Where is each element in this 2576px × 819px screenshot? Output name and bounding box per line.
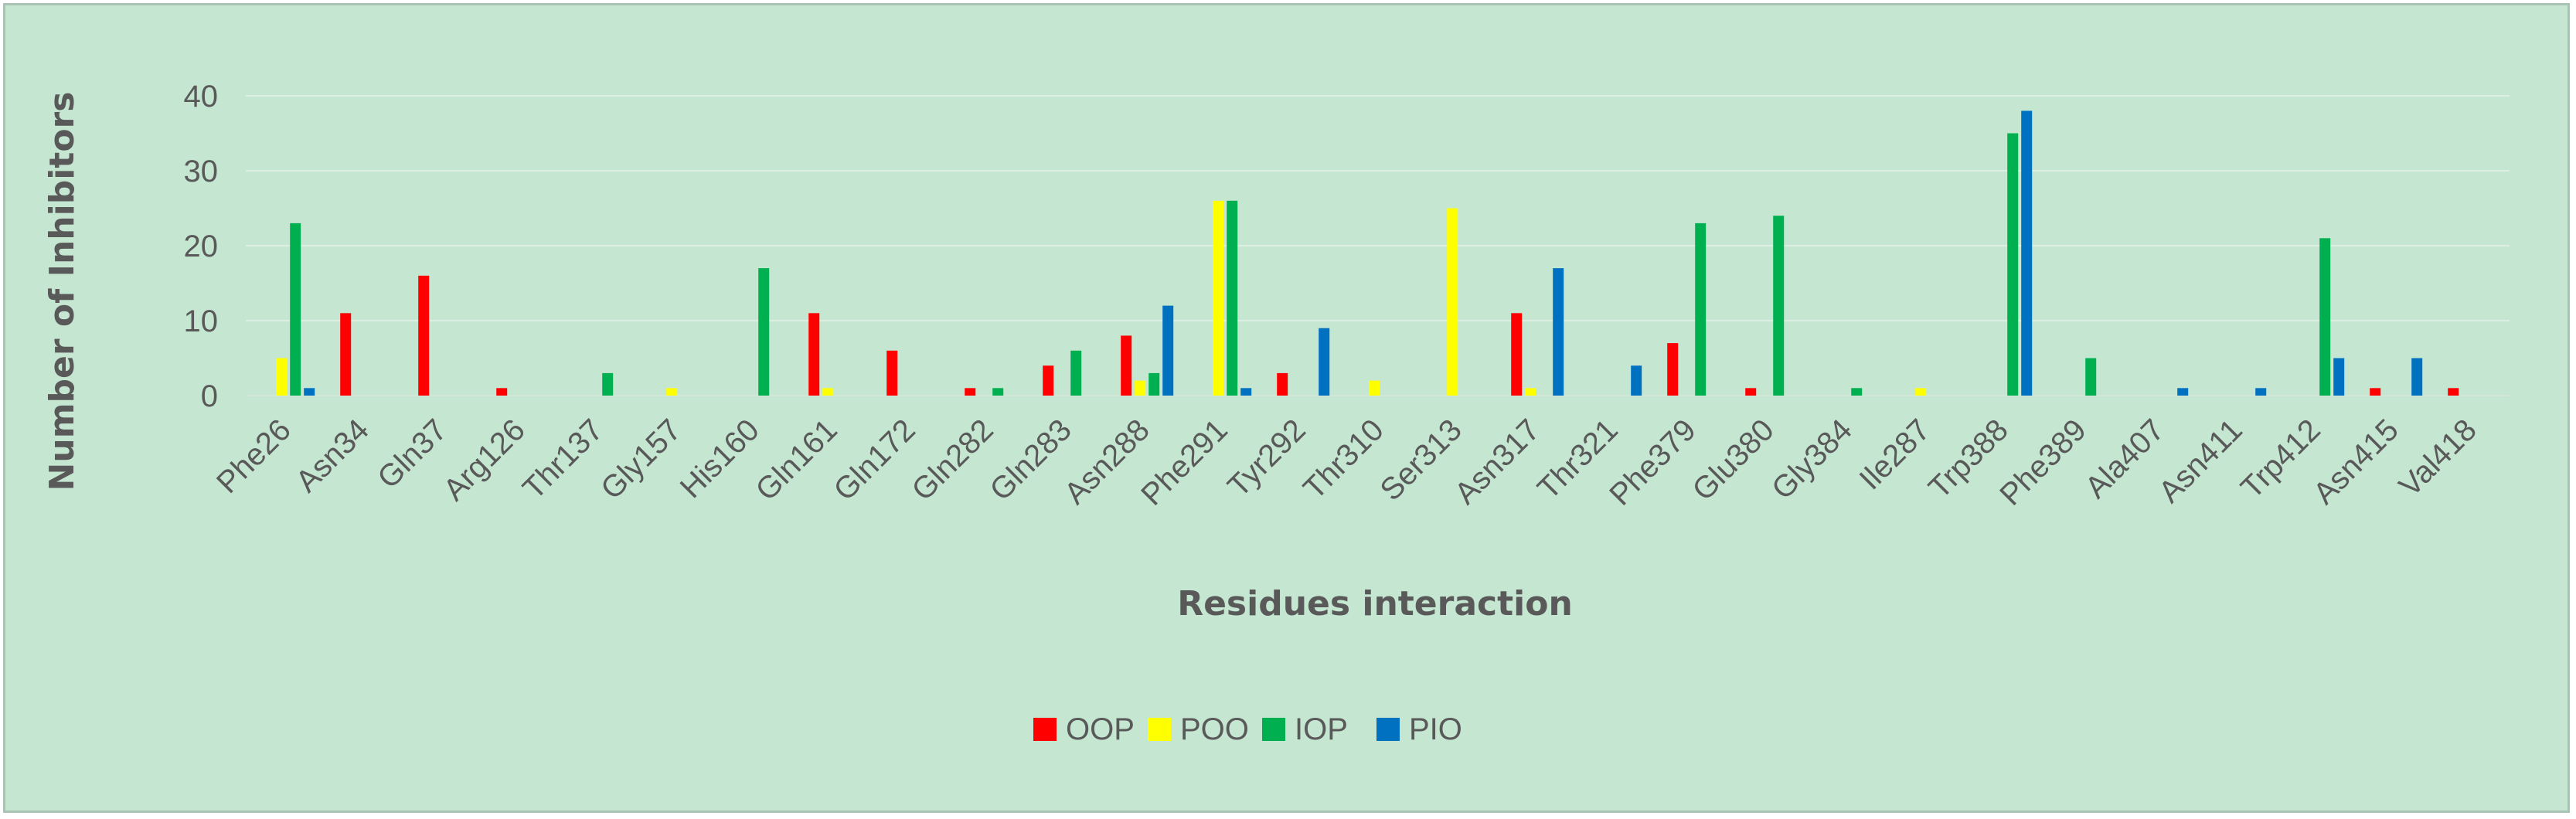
bar-chart: 0 10 20 30 40 Phe26Asn34Gln37Arg126Thr137Gly…	[43, 80, 2510, 746]
bar-IOP-Gly384	[1851, 388, 1863, 396]
x-tick-label: Val418	[2393, 413, 2483, 503]
legend: OOP POO IOP PIO	[1033, 712, 1462, 746]
x-tick-label: Asn34	[290, 413, 376, 498]
bar-IOP-Gln283	[1070, 350, 1082, 396]
x-tick-label: Phe26	[210, 413, 298, 500]
x-tick-label: Asn317	[1448, 413, 1547, 511]
x-tick-label: Gly157	[594, 413, 688, 506]
bar-PIO-Asn317	[1553, 268, 1564, 396]
bar-PIO-Tyr292	[1319, 328, 1330, 396]
x-tick-label: Arg126	[437, 413, 532, 507]
gridlines	[246, 95, 2510, 396]
bar-POO-Asn317	[1525, 388, 1536, 396]
bar-POO-Ser313	[1447, 208, 1458, 396]
x-tick-label: Gln282	[906, 413, 1000, 507]
bar-OOP-Phe379	[1667, 343, 1679, 396]
bar-PIO-Trp388	[2021, 110, 2033, 396]
bar-PIO-Asn411	[2255, 388, 2267, 396]
bar-OOP-Val418	[2448, 388, 2459, 396]
x-tick-label: Ala407	[2079, 413, 2171, 505]
x-tick-label: Gln172	[828, 413, 922, 507]
y-tick-labels: 0 10 20 30 40	[184, 80, 219, 413]
bar-OOP-Gln282	[965, 388, 976, 396]
bar-PIO-Thr321	[1631, 365, 1642, 396]
x-tick-labels: Phe26Asn34Gln37Arg126Thr137Gly157His160G…	[210, 413, 2483, 512]
x-tick-label: His160	[674, 413, 766, 505]
x-tick-label: Tyr292	[1221, 413, 1312, 504]
legend-swatch-POO	[1148, 718, 1171, 741]
bar-OOP-Gln283	[1043, 365, 1054, 396]
bar-IOP-Trp412	[2319, 238, 2331, 396]
bar-POO-Phe26	[276, 358, 288, 396]
x-tick-label: Phe389	[1993, 413, 2093, 512]
x-tick-label: Gln161	[750, 413, 844, 507]
x-tick-label: Glu380	[1686, 413, 1781, 507]
bar-IOP-Phe291	[1227, 200, 1238, 396]
x-tick-label: Asn415	[2307, 413, 2405, 511]
bar-POO-Ile287	[1915, 388, 1927, 396]
y-tick-label: 10	[184, 304, 219, 338]
x-tick-label: Thr310	[1297, 413, 1390, 506]
bar-OOP-Asn415	[2370, 388, 2381, 396]
bars	[276, 110, 2459, 396]
x-tick-label: Thr137	[516, 413, 610, 506]
bar-IOP-Phe26	[290, 223, 301, 396]
y-tick-label: 20	[184, 229, 219, 263]
bar-OOP-Asn317	[1511, 313, 1523, 396]
bar-POO-Phe291	[1213, 200, 1224, 396]
legend-swatch-OOP	[1033, 718, 1057, 741]
y-axis-title: Number of Inhibitors	[43, 92, 82, 491]
bar-OOP-Gln161	[808, 313, 820, 396]
bar-OOP-Gln37	[418, 275, 430, 396]
bar-PIO-Ala407	[2177, 388, 2189, 396]
legend-label-IOP: IOP	[1295, 712, 1348, 746]
bar-IOP-Trp388	[2007, 133, 2019, 396]
bar-OOP-Arg126	[496, 388, 508, 396]
x-tick-label: Gly384	[1765, 413, 1859, 506]
bar-OOP-Gln172	[886, 350, 898, 396]
bar-POO-Asn288	[1135, 380, 1146, 396]
bar-POO-Thr310	[1369, 380, 1380, 396]
x-tick-label: Asn288	[1058, 413, 1156, 511]
bar-PIO-Phe26	[304, 388, 315, 396]
bar-IOP-Thr137	[602, 372, 614, 396]
bar-OOP-Glu380	[1745, 388, 1757, 396]
legend-label-OOP: OOP	[1066, 712, 1135, 746]
x-axis-title: Residues interaction	[1177, 584, 1573, 624]
bar-POO-Gln161	[822, 388, 834, 396]
x-tick-label: Phe379	[1603, 413, 1703, 512]
bar-IOP-Phe389	[2085, 358, 2097, 396]
bar-IOP-Glu380	[1773, 216, 1785, 396]
chart-frame: 0 10 20 30 40 Phe26 Asn34 Gln37 Arg126 Thr137 Gly…	[3, 3, 2570, 813]
bar-IOP-Gln282	[992, 388, 1004, 396]
bar-PIO-Asn288	[1162, 305, 1174, 396]
bar-IOP-His160	[758, 268, 770, 396]
legend-label-POO: POO	[1180, 712, 1249, 746]
legend-label-PIO: PIO	[1409, 712, 1462, 746]
bar-OOP-Asn34	[340, 313, 352, 396]
bar-PIO-Asn415	[2411, 358, 2423, 396]
bar-IOP-Asn288	[1148, 372, 1160, 396]
legend-swatch-PIO	[1376, 718, 1400, 741]
y-tick-label: 0	[201, 379, 218, 413]
x-tick-label: Phe291	[1135, 413, 1234, 512]
y-tick-label: 40	[184, 80, 219, 114]
bar-PIO-Phe291	[1240, 388, 1252, 396]
legend-swatch-IOP	[1262, 718, 1285, 741]
bar-IOP-Phe379	[1695, 223, 1707, 396]
bar-OOP-Tyr292	[1277, 372, 1288, 396]
bar-OOP-Asn288	[1121, 335, 1132, 396]
bar-PIO-Trp412	[2333, 358, 2345, 396]
x-tick-label: Asn411	[2152, 413, 2249, 509]
y-tick-label: 30	[184, 155, 219, 189]
bar-POO-Gly157	[666, 388, 678, 396]
